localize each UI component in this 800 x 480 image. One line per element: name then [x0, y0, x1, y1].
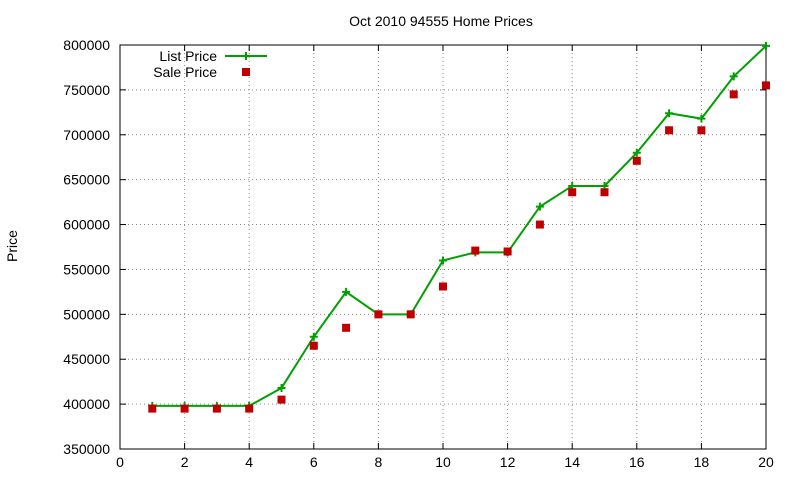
- list-price-point: [439, 256, 447, 265]
- sale-price-point: [245, 404, 254, 413]
- sale-price-point: [148, 404, 157, 413]
- list-price-point: [309, 332, 318, 341]
- y-tick-label: 800000: [63, 37, 110, 53]
- y-tick-label: 600000: [63, 217, 110, 233]
- ticks: 0 2 4 6 8 10 12 14 16 18 20 350000 400000 450000 50000…: [63, 37, 774, 470]
- x-tick-label: 12: [500, 454, 516, 470]
- chart-title: Oct 2010 94555 Home Prices: [349, 13, 533, 29]
- x-tick-label: 18: [694, 454, 710, 470]
- list-price-point: [762, 41, 770, 50]
- sale-price-point: [277, 395, 286, 404]
- list-price-point: [665, 109, 674, 118]
- x-tick-label: 6: [310, 454, 318, 470]
- x-tick-label: 0: [116, 454, 124, 470]
- x-tick-label: 8: [375, 454, 383, 470]
- sale-price-point: [503, 247, 512, 256]
- sale-price-point: [439, 282, 447, 291]
- legend-swatch-marker: [242, 68, 250, 76]
- sale-price-point: [309, 341, 318, 350]
- x-tick-label: 4: [245, 454, 253, 470]
- list-price-point: [729, 72, 738, 81]
- sale-price-point: [697, 126, 706, 135]
- sale-price-point: [535, 220, 544, 229]
- y-tick-label: 350000: [63, 441, 110, 457]
- x-tick-label: 20: [758, 454, 774, 470]
- x-tick-label: 16: [629, 454, 645, 470]
- legend-label-0: List Price: [159, 48, 217, 64]
- list-price-point: [535, 202, 544, 211]
- y-axis-label: Price: [4, 230, 20, 262]
- sale-price-point: [632, 156, 641, 165]
- series-group: [148, 41, 770, 413]
- y-tick-label: 500000: [63, 306, 110, 322]
- series-0: [148, 41, 770, 410]
- grid: [120, 45, 766, 449]
- legend-swatch-marker: [242, 52, 250, 60]
- sale-price-point: [406, 310, 415, 319]
- list-price-point: [342, 287, 351, 296]
- y-tick-label: 400000: [63, 396, 110, 412]
- x-tick-label: 2: [181, 454, 189, 470]
- series-1: [148, 81, 770, 413]
- list-price-point: [697, 114, 706, 123]
- y-tick-label: 700000: [63, 127, 110, 143]
- sale-price-point: [600, 188, 609, 197]
- y-tick-label: 650000: [63, 172, 110, 188]
- sale-price-point: [729, 90, 738, 99]
- list-price-point: [632, 148, 641, 157]
- y-tick-label: 750000: [63, 82, 110, 98]
- x-tick-label: 10: [435, 454, 451, 470]
- y-tick-label: 450000: [63, 351, 110, 367]
- sale-price-point: [212, 404, 221, 413]
- sale-price-point: [762, 81, 770, 90]
- x-tick-label: 14: [564, 454, 580, 470]
- sale-price-point: [180, 404, 189, 413]
- sale-price-point: [568, 188, 577, 197]
- sale-price-point: [665, 126, 674, 135]
- y-tick-label: 550000: [63, 261, 110, 277]
- legend-label-1: Sale Price: [153, 64, 217, 80]
- list-price-point: [277, 383, 286, 392]
- sale-price-point: [471, 246, 480, 255]
- sale-price-point: [374, 310, 383, 319]
- sale-price-point: [342, 323, 351, 332]
- list-price-line: [152, 45, 767, 407]
